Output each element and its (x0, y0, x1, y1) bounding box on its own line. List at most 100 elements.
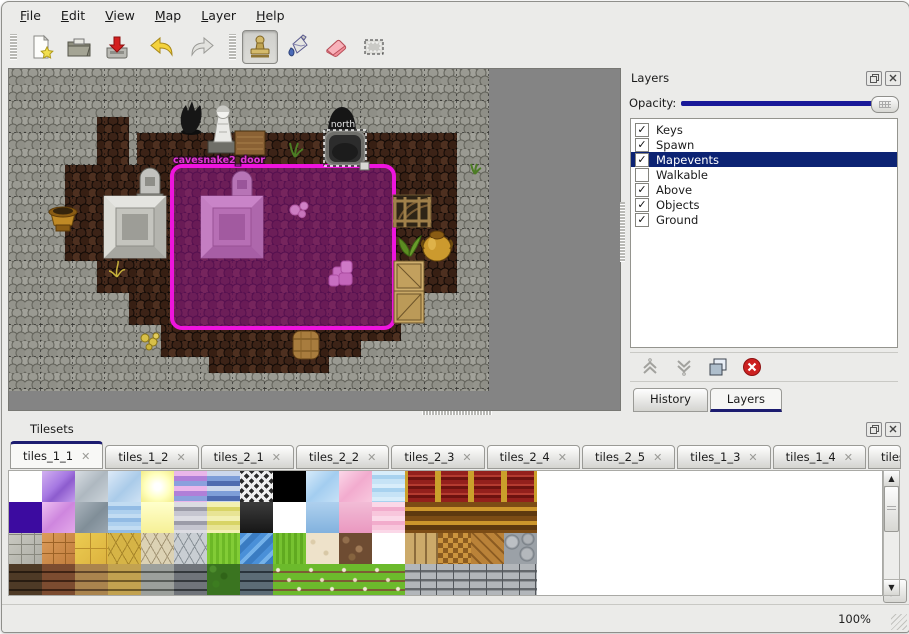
tile-0-12[interactable] (405, 471, 438, 502)
tile-0-6[interactable] (207, 471, 240, 502)
tile-1-4[interactable] (141, 502, 174, 533)
opacity-slider[interactable] (681, 95, 899, 113)
tile-1-1[interactable] (42, 502, 75, 533)
tile-3-11[interactable] (372, 564, 405, 595)
tile-0-3[interactable] (108, 471, 141, 502)
tile-2-12[interactable] (405, 533, 438, 564)
tile-2-5[interactable] (174, 533, 207, 564)
tile-2-9[interactable] (306, 533, 339, 564)
scrollbar-thumb[interactable] (884, 486, 899, 532)
map-canvas[interactable]: north cavesnake2_door (8, 68, 621, 411)
wooden-sign[interactable] (234, 130, 266, 156)
layer-checkbox[interactable]: ✓ (635, 137, 649, 152)
tile-1-6[interactable] (207, 502, 240, 533)
delete-layer-icon[interactable] (742, 357, 762, 377)
tile-2-15[interactable] (504, 533, 537, 564)
tileset-tab-tiles_2_5[interactable]: tiles_2_5 ✕ (581, 445, 676, 469)
move-layer-down-icon[interactable] (674, 357, 694, 377)
tile-2-13[interactable] (438, 533, 471, 564)
tab-close-icon[interactable]: ✕ (176, 450, 186, 464)
tile-3-5[interactable] (174, 564, 207, 595)
tile-3-12[interactable] (405, 564, 438, 595)
tile-1-10[interactable] (339, 502, 372, 533)
close-panel-button[interactable] (885, 70, 901, 86)
layer-checkbox[interactable]: ✓ (635, 197, 649, 212)
scroll-up-icon[interactable]: ▲ (884, 471, 899, 487)
layer-row-spawn[interactable]: ✓ Spawn (631, 137, 897, 152)
menu-layer[interactable]: Layer (201, 7, 237, 23)
tile-1-9[interactable] (306, 502, 339, 533)
tile-1-7[interactable] (240, 502, 273, 533)
tab-close-icon[interactable]: ✕ (557, 450, 567, 464)
vertical-splitter[interactable] (620, 202, 625, 262)
layer-checkbox[interactable]: ✓ (635, 122, 649, 137)
pink-crystal[interactable] (328, 260, 353, 287)
menu-view[interactable]: View (105, 7, 135, 23)
tileset-tab-tiles_2_1[interactable]: tiles_2_1 ✕ (200, 445, 294, 469)
tab-close-icon[interactable]: ✕ (843, 450, 853, 464)
tile-0-8[interactable] (273, 471, 306, 502)
green-plant[interactable] (398, 234, 422, 257)
tile-2-6[interactable] (207, 533, 240, 564)
tab-close-icon[interactable]: ✕ (462, 450, 472, 464)
tab-close-icon[interactable]: ✕ (748, 450, 758, 464)
layer-checkbox[interactable] (635, 167, 649, 182)
menu-map[interactable]: Map (154, 7, 182, 23)
wooden-fence[interactable] (392, 194, 432, 228)
tile-2-3[interactable] (108, 533, 141, 564)
duplicate-layer-icon[interactable] (708, 357, 728, 377)
tile-0-5[interactable] (174, 471, 207, 502)
scroll-down-icon[interactable]: ▼ (884, 579, 899, 595)
tile-0-15[interactable] (504, 471, 537, 502)
menu-file[interactable]: File (20, 7, 41, 23)
layer-row-ground[interactable]: ✓ Ground (631, 212, 897, 227)
statue[interactable] (207, 105, 239, 154)
tileset-tab-tiles_1_1[interactable]: tiles_1_1 ✕ (10, 441, 104, 469)
fill-tool-button[interactable] (280, 30, 316, 64)
tab-close-icon[interactable]: ✕ (271, 450, 281, 464)
tile-0-7[interactable] (240, 471, 273, 502)
stamp-tool-button[interactable] (242, 30, 278, 64)
yellow-plant[interactable] (108, 260, 126, 278)
tile-0-10[interactable] (339, 471, 372, 502)
selection-handle[interactable] (359, 161, 370, 171)
tile-1-0[interactable] (9, 502, 42, 533)
layer-row-mapevents[interactable]: ✓ Mapevents (631, 152, 897, 167)
tile-2-7[interactable] (240, 533, 273, 564)
yellow-mushrooms[interactable] (140, 332, 160, 351)
toolbar-handle[interactable] (10, 34, 17, 60)
tile-2-4[interactable] (141, 533, 174, 564)
tile-1-5[interactable] (174, 502, 207, 533)
tile-3-4[interactable] (141, 564, 174, 595)
tile-3-10[interactable] (339, 564, 372, 595)
tile-2-10[interactable] (339, 533, 372, 564)
tile-1-11[interactable] (372, 502, 405, 533)
tile-3-6[interactable] (207, 564, 240, 595)
float-tilesets-button[interactable] (866, 421, 882, 437)
tile-2-11[interactable] (372, 533, 405, 564)
wooden-crates[interactable] (393, 260, 425, 324)
tile-3-14[interactable] (471, 564, 504, 595)
tileset-tab-tiles_2_2[interactable]: tiles_2_2 ✕ (295, 445, 390, 469)
tile-3-0[interactable] (9, 564, 42, 595)
tile-3-8[interactable] (273, 564, 306, 595)
tile-2-1[interactable] (42, 533, 75, 564)
mushrooms-pale[interactable] (289, 201, 309, 218)
tileset-tab-tiles_1_[interactable]: tiles_1_ (867, 445, 901, 469)
layer-checkbox[interactable]: ✓ (635, 182, 649, 197)
tile-0-4[interactable] (141, 471, 174, 502)
tileset-tab-tiles_1_3[interactable]: tiles_1_3 ✕ (677, 445, 771, 469)
tileset-tab-tiles_2_4[interactable]: tiles_2_4 ✕ (486, 445, 580, 469)
palette-scrollbar[interactable]: ▲ ▼ (883, 470, 900, 596)
tile-3-3[interactable] (108, 564, 141, 595)
tile-1-3[interactable] (108, 502, 141, 533)
layer-row-above[interactable]: ✓ Above (631, 182, 897, 197)
tile-1-8[interactable] (273, 502, 306, 533)
resize-grip[interactable] (891, 614, 907, 630)
float-panel-button[interactable] (866, 70, 882, 86)
menu-help[interactable]: Help (256, 7, 285, 23)
tile-0-14[interactable] (471, 471, 504, 502)
tab-history[interactable]: History (633, 388, 708, 412)
tab-layers[interactable]: Layers (709, 388, 782, 412)
redo-button[interactable] (183, 30, 219, 64)
